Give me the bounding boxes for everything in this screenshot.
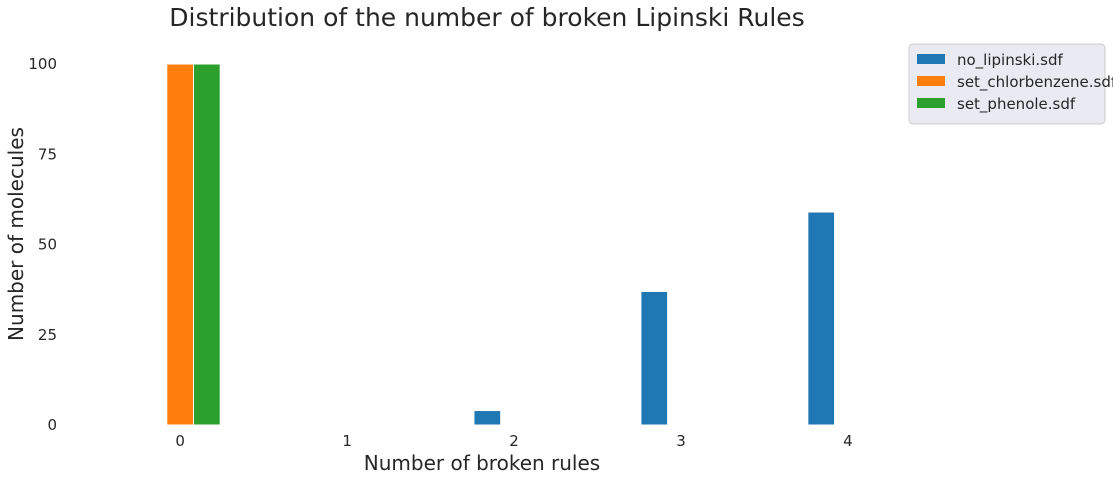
legend-label: set_phenole.sdf [957,95,1076,114]
y-axis-label: Number of molecules [4,127,28,341]
x-tick-label: 3 [676,432,686,450]
legend-box [908,43,1106,125]
bar-set-phenole-sdf-0 [193,63,221,426]
y-tick-label: 100 [28,55,57,73]
x-tick-label: 1 [342,432,352,450]
chart-title: Distribution of the number of broken Lip… [169,3,804,32]
x-tick-label: 0 [175,432,185,450]
bars-group [166,63,836,426]
x-tick-labels: 0 1 2 3 4 [175,432,852,450]
y-tick-label: 75 [38,145,57,163]
y-tick-label: 50 [38,236,57,254]
bar-set-chlorbenzene-sdf-0 [166,63,195,426]
legend: no_lipinski.sdf set_chlorbenzene.sdf set_p… [908,43,1113,125]
x-axis-label: Number of broken rules [364,451,600,475]
y-tick-label: 0 [47,416,57,434]
y-tick-label: 25 [38,326,57,344]
legend-swatch [917,98,945,108]
bar-no-lipinski-sdf-4 [807,211,836,426]
bar-no-lipinski-sdf-2 [473,410,502,426]
legend-label: no_lipinski.sdf [957,51,1063,70]
legend-swatch [917,76,945,86]
legend-items: no_lipinski.sdf set_chlorbenzene.sdf set_p… [917,51,1113,114]
bar-no-lipinski-sdf-3 [640,290,669,426]
x-tick-label: 4 [843,432,853,450]
y-tick-labels: 0 25 50 75 100 [28,55,57,434]
legend-swatch [917,54,945,64]
x-tick-label: 2 [509,432,519,450]
legend-label: set_chlorbenzene.sdf [957,73,1113,92]
